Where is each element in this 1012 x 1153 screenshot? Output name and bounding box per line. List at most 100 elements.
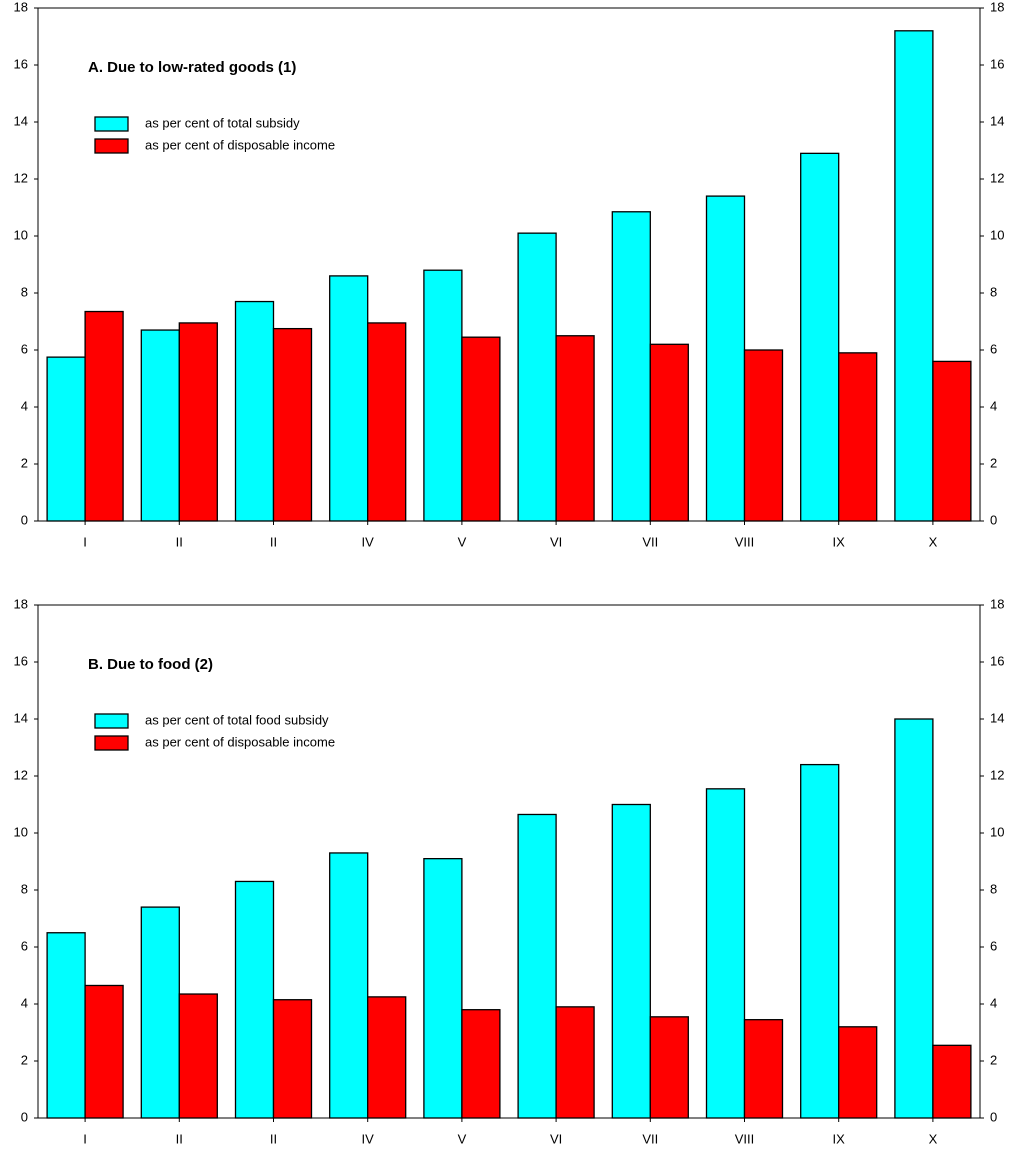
bar xyxy=(234,300,275,522)
bar xyxy=(894,30,934,522)
bar xyxy=(272,999,313,1119)
y-tick-label: 10 xyxy=(14,824,28,839)
x-tick-label: I xyxy=(83,534,87,549)
y-tick-label: 4 xyxy=(21,398,28,413)
legend-label: as per cent of disposable income xyxy=(145,137,335,152)
y2-tick-label: 10 xyxy=(990,227,1004,242)
plot-frame xyxy=(37,7,981,522)
bar xyxy=(461,336,501,522)
x-tick-label: VII xyxy=(642,534,658,549)
x-tick-label: II xyxy=(176,1131,183,1146)
bar xyxy=(272,327,313,522)
bar xyxy=(800,152,840,522)
bar xyxy=(838,352,878,522)
bar xyxy=(140,329,180,522)
y2-tick-label: 4 xyxy=(990,398,997,413)
y2-tick-label: 2 xyxy=(990,455,997,470)
y-tick-label: 16 xyxy=(14,56,28,71)
bar xyxy=(838,1026,878,1119)
legend-swatch xyxy=(94,116,129,132)
y-tick-label: 0 xyxy=(21,1109,28,1124)
y-tick-label: 12 xyxy=(14,170,28,185)
bar xyxy=(234,880,275,1119)
chart-title: A. Due to low-rated goods (1) xyxy=(88,59,296,76)
bar xyxy=(367,322,407,522)
y2-tick-label: 16 xyxy=(990,56,1004,71)
legend-label: as per cent of disposable income xyxy=(145,734,335,749)
x-tick-label: VIII xyxy=(735,534,755,549)
plot-frame xyxy=(37,604,981,1119)
bar xyxy=(649,1016,689,1119)
y2-tick-label: 6 xyxy=(990,341,997,356)
x-tick-label: V xyxy=(458,1131,467,1146)
y-tick-label: 2 xyxy=(21,455,28,470)
y2-tick-label: 0 xyxy=(990,1109,997,1124)
legend-label: as per cent of total subsidy xyxy=(145,115,300,130)
x-tick-label: VI xyxy=(550,1131,562,1146)
bar xyxy=(517,813,557,1119)
y-tick-label: 14 xyxy=(14,113,28,128)
x-tick-label: IX xyxy=(833,1131,846,1146)
y2-tick-label: 0 xyxy=(990,512,997,527)
y2-tick-label: 18 xyxy=(990,0,1004,14)
y2-tick-label: 18 xyxy=(990,596,1004,611)
x-tick-label: IV xyxy=(362,534,375,549)
y2-tick-label: 6 xyxy=(990,938,997,953)
bar xyxy=(800,763,840,1119)
y-tick-label: 18 xyxy=(14,0,28,14)
y2-tick-label: 8 xyxy=(990,881,997,896)
y-tick-label: 18 xyxy=(14,596,28,611)
y2-tick-label: 14 xyxy=(990,710,1004,725)
y-tick-label: 6 xyxy=(21,341,28,356)
chart-title: B. Due to food (2) xyxy=(88,656,213,673)
y2-tick-label: 10 xyxy=(990,824,1004,839)
y-tick-label: 0 xyxy=(21,512,28,527)
y-tick-label: 8 xyxy=(21,284,28,299)
legend-swatch xyxy=(94,713,129,729)
x-tick-label: VIII xyxy=(735,1131,755,1146)
y-tick-label: 8 xyxy=(21,881,28,896)
bar xyxy=(894,718,934,1119)
bar xyxy=(178,993,218,1119)
y2-tick-label: 8 xyxy=(990,284,997,299)
bar xyxy=(743,349,784,522)
x-tick-label: IX xyxy=(833,534,846,549)
bar xyxy=(46,932,86,1119)
y-tick-label: 14 xyxy=(14,710,28,725)
bar xyxy=(611,803,651,1119)
bar xyxy=(555,335,595,522)
bar xyxy=(423,269,463,522)
bar xyxy=(140,906,180,1119)
x-tick-label: II xyxy=(270,534,277,549)
y2-tick-label: 12 xyxy=(990,767,1004,782)
y-tick-label: 10 xyxy=(14,227,28,242)
y-tick-label: 6 xyxy=(21,938,28,953)
bar xyxy=(517,232,557,522)
bar xyxy=(423,858,463,1119)
y-tick-label: 12 xyxy=(14,767,28,782)
y2-tick-label: 14 xyxy=(990,113,1004,128)
x-tick-label: X xyxy=(929,1131,938,1146)
x-tick-label: IV xyxy=(362,1131,375,1146)
bar xyxy=(178,322,218,522)
x-tick-label: VI xyxy=(550,534,562,549)
x-tick-label: II xyxy=(270,1131,277,1146)
bar xyxy=(367,996,407,1119)
legend-swatch xyxy=(94,735,129,751)
bar xyxy=(46,356,86,522)
x-tick-label: VII xyxy=(642,1131,658,1146)
legend-swatch xyxy=(94,138,129,154)
bar xyxy=(932,1044,972,1119)
bar xyxy=(84,310,124,522)
bar xyxy=(932,360,972,522)
y2-tick-label: 16 xyxy=(990,653,1004,668)
bar xyxy=(555,1006,595,1119)
bar xyxy=(705,788,746,1119)
y-tick-label: 2 xyxy=(21,1052,28,1067)
bar xyxy=(329,852,369,1119)
x-tick-label: V xyxy=(458,534,467,549)
bar xyxy=(461,1009,501,1119)
bar xyxy=(329,275,369,522)
x-tick-label: I xyxy=(83,1131,87,1146)
